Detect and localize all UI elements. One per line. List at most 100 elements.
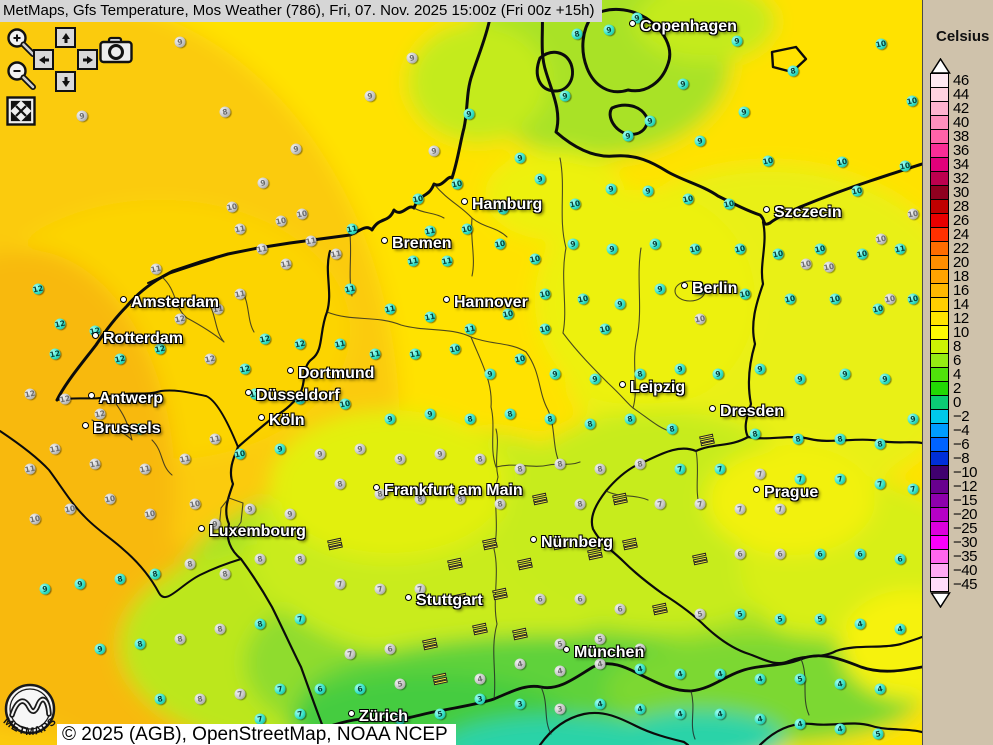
- city-marker: [443, 296, 450, 303]
- map-canvas[interactable]: 9 8 9 9 9 8 10 9 9 9 9 9 9 9 10 10 10 10 10 9 8 9 9 9 9 9 9 10 10 10 9…: [0, 0, 922, 745]
- city-label-d-sseldorf: Düsseldorf: [245, 387, 340, 405]
- city-marker: [258, 414, 265, 421]
- legend-swatch: [930, 339, 949, 354]
- pan-left-button[interactable]: [33, 49, 54, 70]
- pan-down-button[interactable]: [55, 71, 76, 92]
- city-name: Stuttgart: [416, 592, 483, 609]
- legend-entry: 20: [930, 255, 977, 270]
- city-label-rotterdam: Rotterdam: [92, 330, 183, 348]
- pan-up-button[interactable]: [55, 27, 76, 48]
- legend-swatch: [930, 129, 949, 144]
- legend-value: 20: [953, 254, 969, 271]
- legend-value: 28: [953, 198, 969, 215]
- legend-value: −12: [953, 478, 977, 495]
- legend-swatch: [930, 227, 949, 242]
- city-name: Düsseldorf: [256, 387, 340, 404]
- city-name: München: [574, 644, 645, 661]
- city-marker: [530, 536, 537, 543]
- legend-value: 44: [953, 86, 969, 103]
- city-label-berlin: Berlin: [681, 280, 737, 298]
- attribution-bar: © 2025 (AGB), OpenStreetMap, NOAA NCEP: [57, 724, 456, 745]
- legend-value: 40: [953, 114, 969, 131]
- city-marker: [763, 206, 770, 213]
- legend-value: −2: [953, 408, 970, 425]
- legend-value: 2: [953, 380, 961, 397]
- city-label-szczecin: Szczecin: [763, 204, 842, 222]
- legend-entry: −20: [930, 507, 977, 522]
- city-marker: [92, 332, 99, 339]
- legend-value: −10: [953, 464, 977, 481]
- legend-swatch: [930, 507, 949, 522]
- city-label-leipzig: Leipzig: [619, 379, 685, 397]
- magnifier-minus-icon: [7, 61, 36, 90]
- pan-right-button[interactable]: [77, 49, 98, 70]
- legend-entry: 46: [930, 73, 977, 88]
- city-name: Prague: [764, 484, 819, 501]
- legend-swatch: [930, 185, 949, 200]
- fullscreen-icon: [6, 96, 36, 126]
- legend-value: 16: [953, 282, 969, 299]
- legend-swatch: [930, 311, 949, 326]
- city-label-luxembourg: Luxembourg: [198, 523, 306, 541]
- city-name: Leipzig: [630, 379, 686, 396]
- city-label-hamburg: Hamburg: [461, 196, 542, 214]
- metmaps-logo: METMAPS: [2, 683, 58, 738]
- city-label-amsterdam: Amsterdam: [120, 294, 219, 312]
- legend-entry: −6: [930, 437, 977, 452]
- city-name: Szczecin: [774, 204, 842, 221]
- legend-rows: 46 44 42 40 38 36 34 32 30 28 26 24 22 20 18 16 14 12 10 8 6…: [930, 73, 977, 592]
- legend-value: 0: [953, 394, 961, 411]
- city-marker: [629, 20, 636, 27]
- legend-swatch: [930, 115, 949, 130]
- legend-swatch: [930, 157, 949, 172]
- legend-swatch: [930, 563, 949, 578]
- city-name: Berlin: [692, 280, 738, 297]
- city-name: Antwerp: [99, 390, 163, 407]
- city-marker: [82, 422, 89, 429]
- legend-scale: 46 44 42 40 38 36 34 32 30 28 26 24 22 20 18 16 14 12 10 8 6…: [930, 58, 977, 608]
- legend-swatch: [930, 241, 949, 256]
- attribution-text: © 2025 (AGB), OpenStreetMap, NOAA NCEP: [62, 724, 448, 745]
- zoom-out-button[interactable]: [6, 60, 36, 94]
- legend-title: Celsius: [936, 28, 990, 45]
- arrow-up-icon: [61, 32, 70, 43]
- city-marker: [245, 389, 252, 396]
- legend-entry: −35: [930, 549, 977, 564]
- legend-entry: 6: [930, 353, 977, 368]
- legend-entry: 28: [930, 199, 977, 214]
- city-label-k-ln: Köln: [258, 412, 305, 430]
- city-marker: [348, 710, 355, 717]
- legend-swatch: [930, 213, 949, 228]
- legend-value: −25: [953, 520, 977, 537]
- legend-arrow-down: [930, 592, 951, 608]
- legend-swatch: [930, 493, 949, 508]
- legend-entry: −30: [930, 535, 977, 550]
- zoom-in-button[interactable]: [6, 27, 36, 61]
- legend-swatch: [930, 353, 949, 368]
- legend-value: 6: [953, 352, 961, 369]
- legend-entry: 26: [930, 213, 977, 228]
- legend-entry: −4: [930, 423, 977, 438]
- legend-entry: −45: [930, 577, 977, 592]
- city-label-z-rich: Zürich: [348, 708, 408, 726]
- city-label-dortmund: Dortmund: [287, 365, 374, 383]
- legend-swatch: [930, 255, 949, 270]
- legend-swatch: [930, 437, 949, 452]
- fullscreen-button[interactable]: [6, 96, 36, 126]
- legend-swatch: [930, 381, 949, 396]
- legend-value: 14: [953, 296, 969, 313]
- legend-value: 24: [953, 226, 969, 243]
- legend-value: −6: [953, 436, 970, 453]
- city-name: Hamburg: [472, 196, 543, 213]
- city-label-hannover: Hannover: [443, 294, 528, 312]
- legend-entry: 12: [930, 311, 977, 326]
- city-name: Nürnberg: [541, 534, 613, 551]
- city-label-brussels: Brussels: [82, 420, 161, 438]
- legend-swatch: [930, 423, 949, 438]
- legend-arrow-up: [930, 58, 951, 74]
- city-label-stuttgart: Stuttgart: [405, 592, 483, 610]
- legend-entry: −10: [930, 465, 977, 480]
- snapshot-button[interactable]: [99, 36, 133, 64]
- legend-value: 46: [953, 72, 969, 89]
- city-marker: [405, 594, 412, 601]
